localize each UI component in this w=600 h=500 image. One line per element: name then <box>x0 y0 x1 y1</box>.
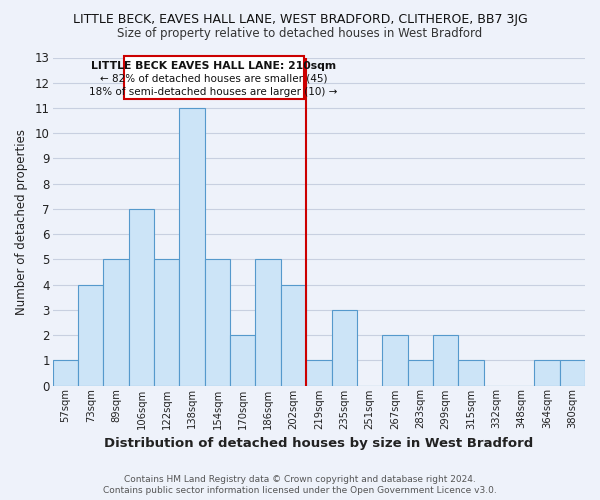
Bar <box>382 335 407 386</box>
Text: Contains public sector information licensed under the Open Government Licence v3: Contains public sector information licen… <box>103 486 497 495</box>
FancyBboxPatch shape <box>124 56 304 99</box>
Bar <box>458 360 484 386</box>
Bar <box>281 284 306 386</box>
Bar <box>129 209 154 386</box>
Bar <box>306 360 332 386</box>
Bar <box>407 360 433 386</box>
Y-axis label: Number of detached properties: Number of detached properties <box>15 128 28 314</box>
Bar <box>179 108 205 386</box>
Text: ← 82% of detached houses are smaller (45): ← 82% of detached houses are smaller (45… <box>100 74 328 84</box>
Bar <box>433 335 458 386</box>
Text: LITTLE BECK EAVES HALL LANE: 210sqm: LITTLE BECK EAVES HALL LANE: 210sqm <box>91 62 336 72</box>
Bar <box>332 310 357 386</box>
Text: Size of property relative to detached houses in West Bradford: Size of property relative to detached ho… <box>118 28 482 40</box>
Bar <box>103 260 129 386</box>
Bar <box>205 260 230 386</box>
Bar <box>154 260 179 386</box>
Bar <box>560 360 585 386</box>
Bar <box>53 360 78 386</box>
Bar <box>535 360 560 386</box>
X-axis label: Distribution of detached houses by size in West Bradford: Distribution of detached houses by size … <box>104 437 533 450</box>
Text: 18% of semi-detached houses are larger (10) →: 18% of semi-detached houses are larger (… <box>89 86 338 97</box>
Text: LITTLE BECK, EAVES HALL LANE, WEST BRADFORD, CLITHEROE, BB7 3JG: LITTLE BECK, EAVES HALL LANE, WEST BRADF… <box>73 12 527 26</box>
Bar <box>78 284 103 386</box>
Text: Contains HM Land Registry data © Crown copyright and database right 2024.: Contains HM Land Registry data © Crown c… <box>124 475 476 484</box>
Bar <box>230 335 256 386</box>
Bar <box>256 260 281 386</box>
